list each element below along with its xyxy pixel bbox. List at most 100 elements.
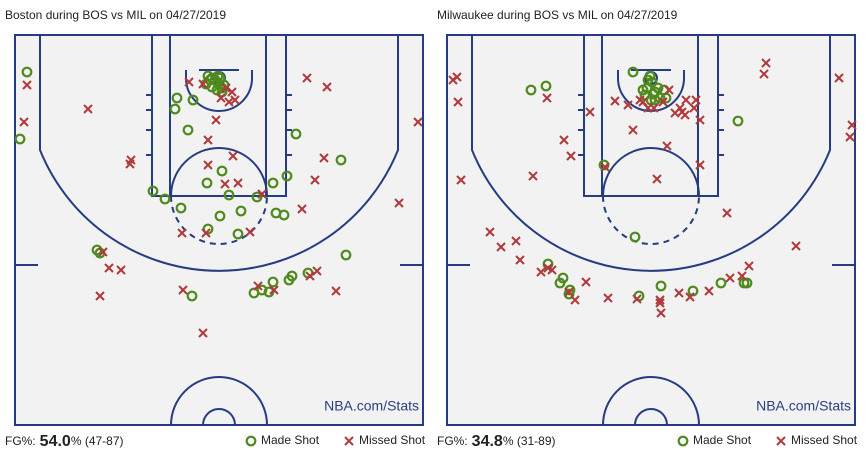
fg-detail: % (31-89) — [503, 434, 556, 448]
missed-shot — [761, 58, 771, 68]
missed-shot — [319, 153, 329, 163]
missed-shot — [652, 174, 662, 184]
ft-circle-top — [602, 147, 700, 197]
missed-shot — [221, 83, 231, 93]
fg-label: FG%: — [437, 434, 468, 448]
missed-shot — [125, 159, 135, 169]
missed-shot — [305, 271, 315, 281]
missed-shot — [542, 93, 552, 103]
made-shot — [554, 277, 566, 289]
missed-shot — [674, 288, 684, 298]
made-shot — [286, 270, 298, 282]
missed-shot — [227, 87, 237, 97]
missed-shot — [722, 208, 732, 218]
legend-label: Made Shot — [693, 433, 752, 447]
missed-shot — [203, 160, 213, 170]
missed-shot — [95, 291, 105, 301]
made-shot — [201, 177, 213, 189]
missed-shot — [632, 294, 642, 304]
fg-summary: FG%: 54.0% (47-87) — [5, 433, 124, 450]
made-shot — [182, 124, 194, 136]
missed-shot — [528, 171, 538, 181]
made-shot — [637, 84, 649, 96]
watermark: NBA.com/Stats — [756, 398, 851, 414]
missed-shot — [655, 295, 665, 305]
fg-summary: FG%: 34.8% (31-89) — [437, 433, 556, 450]
missed-shot — [791, 241, 801, 251]
missed-shot — [603, 293, 613, 303]
missed-shot — [198, 79, 208, 89]
missed-shot — [452, 72, 462, 82]
missed-shot — [220, 179, 230, 189]
legend-marker — [245, 435, 257, 447]
missed-shot — [685, 292, 695, 302]
missed-shot — [649, 103, 659, 113]
missed-shot — [83, 104, 93, 114]
legend-marker — [344, 436, 354, 446]
missed-shot — [184, 77, 194, 87]
made-shot — [715, 277, 727, 289]
missed-shot — [104, 263, 114, 273]
made-shot — [232, 228, 244, 240]
missed-shot — [297, 204, 307, 214]
legend-marker — [776, 436, 786, 446]
missed-shot — [536, 267, 546, 277]
missed-shot — [253, 281, 263, 291]
missed-shot — [116, 265, 126, 275]
made-shot — [267, 177, 279, 189]
missed-shot — [662, 141, 672, 151]
three-point-area — [39, 34, 399, 272]
made-shot — [267, 276, 279, 288]
court-border — [446, 34, 856, 426]
made-shot — [525, 84, 537, 96]
missed-shot — [658, 97, 668, 107]
legend-label: Missed Shot — [359, 433, 426, 447]
made-shot — [340, 249, 352, 261]
missed-shot — [680, 110, 690, 120]
made-shot — [647, 88, 659, 100]
missed-shot — [845, 132, 855, 142]
fg-detail: % (47-87) — [71, 434, 124, 448]
missed-shot — [198, 328, 208, 338]
made-shot — [540, 80, 552, 92]
made-shot — [335, 154, 347, 166]
made-shot — [175, 202, 187, 214]
made-shot — [216, 165, 228, 177]
missed-shot — [331, 286, 341, 296]
court-border — [14, 34, 424, 426]
made-shot — [214, 72, 226, 84]
missed-shot — [413, 117, 423, 127]
missed-shot — [245, 227, 255, 237]
missed-shot — [216, 93, 226, 103]
missed-shot — [230, 95, 240, 105]
made-shot — [655, 280, 667, 292]
made-shot — [741, 277, 753, 289]
made-shot — [563, 288, 575, 300]
made-shot — [627, 66, 639, 78]
missed-shot — [543, 263, 553, 273]
made-shot — [212, 70, 224, 82]
missed-shot — [559, 135, 569, 145]
missed-shot — [744, 261, 754, 271]
made-shot — [290, 128, 302, 140]
restricted-area — [185, 70, 253, 112]
legend-marker — [677, 435, 689, 447]
missed-shot — [695, 115, 705, 125]
missed-shot — [453, 97, 463, 107]
made-shot — [21, 66, 33, 78]
fg-value: 54.0 — [40, 433, 71, 450]
missed-shot — [691, 95, 701, 105]
legend-label: Missed Shot — [791, 433, 858, 447]
three-point-area — [471, 34, 831, 272]
missed-shot — [581, 277, 591, 287]
missed-shot — [681, 95, 691, 105]
shot-chart: Boston during BOS vs MIL on 04/27/2019 NB… — [5, 8, 426, 450]
missed-shot — [302, 73, 312, 83]
missed-shot — [566, 151, 576, 161]
center-circle — [602, 376, 700, 426]
fg-label: FG%: — [5, 434, 36, 448]
missed-shot — [689, 103, 699, 113]
missed-shot — [203, 135, 213, 145]
made-shot — [223, 189, 235, 201]
missed-shot — [635, 95, 645, 105]
